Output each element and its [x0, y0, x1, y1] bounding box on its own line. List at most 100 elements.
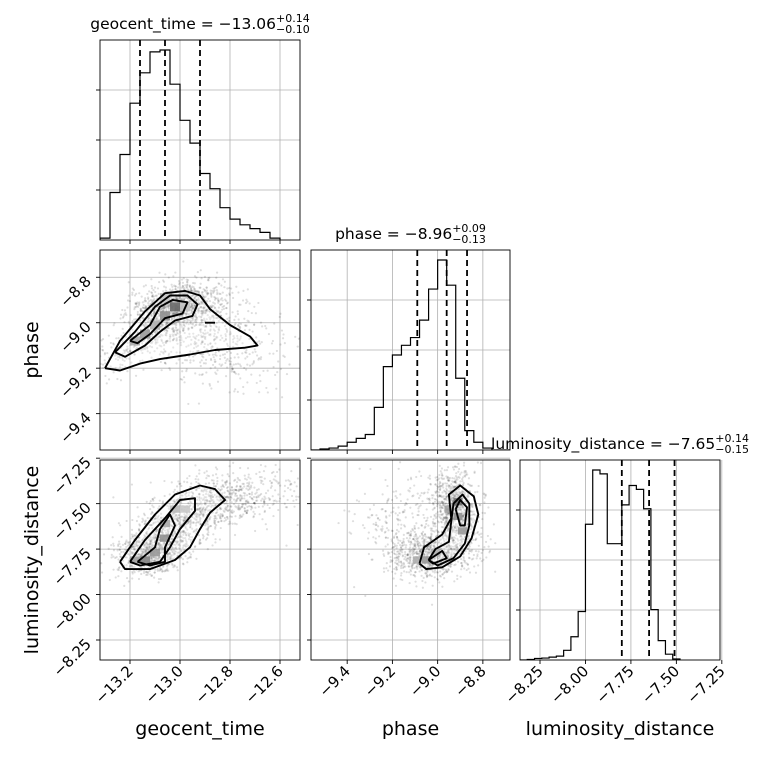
sample-point — [247, 488, 250, 491]
sample-point — [141, 565, 144, 568]
sample-point — [162, 307, 166, 310]
sample-point — [454, 465, 457, 468]
sample-point — [229, 330, 232, 334]
sample-point — [260, 499, 263, 502]
sample-point — [126, 345, 129, 348]
sample-point — [214, 337, 217, 340]
sample-point — [245, 511, 248, 515]
sample-point — [214, 325, 217, 328]
sample-point — [287, 479, 290, 482]
sample-point — [165, 304, 168, 307]
sample-point — [150, 291, 154, 294]
sample-point — [219, 338, 222, 342]
sample-point — [228, 492, 231, 496]
sample-point — [268, 506, 271, 510]
sample-point — [209, 289, 212, 292]
sample-point — [212, 301, 215, 304]
sample-point — [200, 319, 203, 322]
sample-point — [158, 542, 161, 546]
sample-point — [202, 497, 205, 500]
sample-point — [162, 280, 166, 283]
sample-point — [290, 483, 293, 486]
sample-point — [174, 543, 177, 546]
sample-point — [213, 522, 216, 525]
sample-point — [131, 535, 134, 538]
sample-point — [174, 285, 177, 288]
sample-point — [147, 320, 150, 323]
sample-point — [186, 279, 190, 282]
sample-point — [227, 495, 230, 498]
sample-point — [238, 303, 241, 306]
sample-point — [150, 284, 153, 288]
sample-point — [154, 340, 157, 344]
sample-point — [141, 342, 144, 345]
sample-point — [221, 305, 224, 308]
sample-point — [213, 519, 216, 522]
sample-point — [240, 515, 243, 519]
sample-point — [225, 351, 229, 354]
sample-point — [152, 559, 156, 563]
sample-point — [148, 543, 152, 546]
sample-point — [174, 271, 177, 274]
sample-point — [442, 495, 445, 498]
sample-point — [164, 568, 167, 571]
sample-point — [462, 481, 465, 485]
sample-point — [150, 557, 153, 560]
sample-point — [458, 476, 461, 479]
sample-point — [161, 532, 165, 535]
sample-point — [199, 506, 203, 509]
sample-point — [198, 286, 201, 289]
sample-point — [194, 521, 198, 525]
sample-point — [223, 286, 226, 289]
sample-point — [135, 305, 138, 308]
sample-point — [209, 357, 213, 360]
sample-point — [262, 470, 266, 473]
sample-point — [212, 287, 215, 290]
sample-point — [110, 346, 113, 349]
sample-point — [444, 498, 447, 501]
sample-point — [154, 533, 157, 536]
sample-point — [243, 317, 246, 320]
sample-point — [184, 515, 187, 518]
sample-point — [228, 292, 231, 295]
sample-point — [181, 558, 185, 561]
sample-point — [104, 362, 107, 365]
sample-point — [214, 360, 217, 363]
sample-point — [143, 534, 146, 537]
sample-point — [292, 499, 295, 502]
sample-point — [450, 536, 453, 539]
sample-point — [202, 335, 205, 338]
sample-point — [195, 529, 198, 533]
panel-frame — [99, 39, 301, 241]
sample-point — [231, 338, 235, 341]
sample-point — [270, 481, 274, 484]
sample-point — [171, 537, 174, 540]
sample-point — [160, 568, 163, 571]
sample-point — [250, 505, 253, 508]
sample-point — [227, 509, 230, 512]
sample-point — [224, 481, 227, 484]
sample-point — [215, 335, 218, 338]
sample-point — [211, 495, 215, 499]
sample-point — [197, 311, 200, 314]
sample-point — [303, 488, 305, 490]
sample-point — [178, 297, 181, 300]
sample-point — [193, 282, 196, 285]
sample-point — [179, 331, 182, 334]
sample-point — [200, 513, 203, 516]
sample-point — [180, 540, 183, 544]
sample-point — [112, 324, 115, 327]
sample-point — [148, 526, 151, 530]
sample-point — [170, 283, 173, 286]
sample-point — [283, 342, 286, 345]
sample-point — [132, 288, 136, 292]
sample-point — [147, 301, 150, 305]
sample-point — [202, 294, 205, 297]
sample-point — [176, 499, 179, 502]
sample-point — [112, 343, 115, 346]
sample-point — [181, 539, 185, 542]
sample-point — [193, 296, 197, 300]
sample-point — [237, 318, 240, 321]
sample-point — [211, 363, 215, 367]
sample-point — [116, 356, 119, 359]
